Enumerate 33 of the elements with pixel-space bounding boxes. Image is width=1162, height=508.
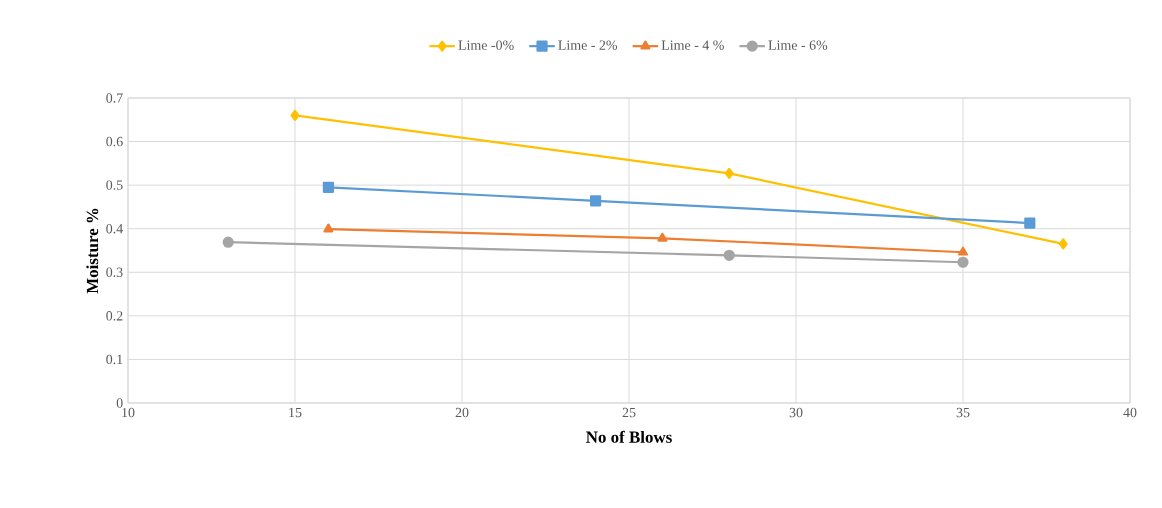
y-tick-label: 0.7 [106,93,123,103]
x-tick-label: 15 [289,407,302,418]
x-tick-label: 30 [789,407,803,418]
point [222,236,234,248]
legend-label: Lime - 4 % [661,40,724,50]
x-tick-label: 10 [122,407,135,418]
x-tick-label: 35 [956,407,970,418]
y-tick-label: 0.1 [106,354,123,365]
y-tick-label: 0.4 [106,223,123,234]
legend-label: Lime -0% [458,40,514,50]
point [290,109,300,122]
x-tick-label: 20 [455,407,469,418]
point [958,246,969,256]
point [1058,238,1068,250]
x-tick-label: 40 [1123,407,1137,418]
y-tick-label: 0.2 [106,311,123,321]
point [957,256,969,268]
y-tick-label: 0.6 [106,136,123,147]
point [322,181,335,193]
y-tick-label: 0 [116,398,123,408]
y-tick-label: 0.3 [106,267,123,278]
point [323,223,334,233]
point [723,249,735,261]
x-tick-label: 25 [622,407,636,418]
y-axis-title: Moisture % [86,208,99,294]
point [590,195,602,207]
x-axis-title: No of Blows [586,430,672,443]
legend-label: Lime - 6% [768,40,828,50]
y-tick-label: 0.5 [106,180,123,190]
point [1024,217,1036,229]
point [724,167,734,179]
point [657,232,668,242]
legend-label: Lime - 2% [558,40,618,50]
